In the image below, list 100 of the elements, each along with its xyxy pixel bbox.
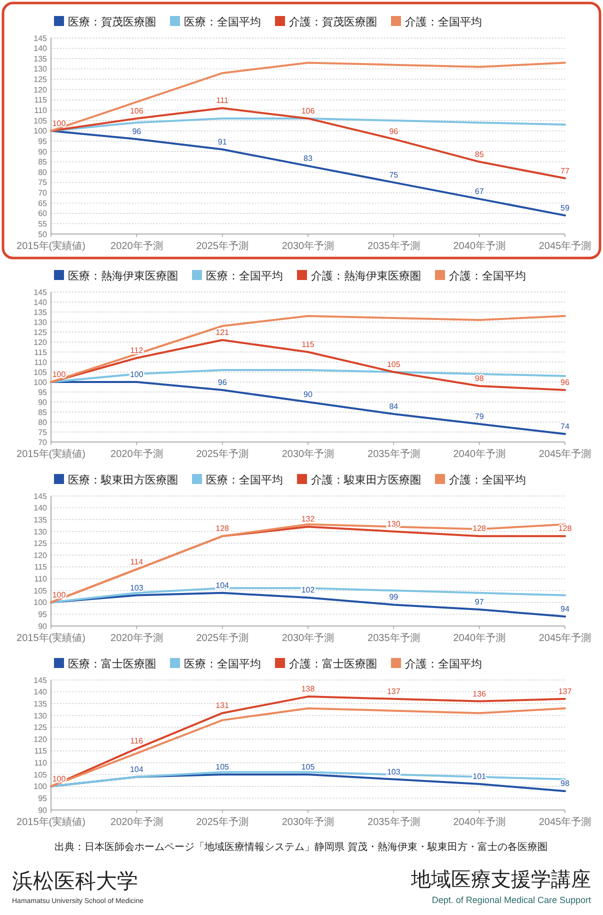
value-label: 106 bbox=[301, 106, 315, 116]
value-label: 138 bbox=[301, 684, 315, 694]
value-label: 100 bbox=[52, 590, 66, 600]
legend-label: 医療：熱海伊東医療圏 bbox=[68, 270, 178, 282]
ytick: 135 bbox=[34, 515, 47, 524]
value-label: 121 bbox=[216, 328, 230, 337]
xtick: 2025年予測 bbox=[196, 817, 248, 828]
ytick: 100 bbox=[34, 126, 47, 136]
value-label: 85 bbox=[474, 150, 484, 159]
ytick: 120 bbox=[34, 550, 47, 560]
value-label: 98 bbox=[560, 779, 570, 788]
ytick: 70 bbox=[38, 438, 47, 447]
value-label: 103 bbox=[130, 583, 144, 592]
ytick: 140 bbox=[34, 688, 47, 697]
xtick: 2040年予測 bbox=[453, 449, 506, 460]
ytick: 145 bbox=[34, 288, 47, 297]
legend-label: 医療：全国平均 bbox=[184, 658, 261, 670]
xtick: 2045年予測 bbox=[538, 633, 592, 644]
ytick: 95 bbox=[38, 388, 47, 397]
ytick: 105 bbox=[34, 586, 47, 596]
value-label: 116 bbox=[130, 736, 144, 746]
value-label: 96 bbox=[560, 378, 570, 387]
value-label: 128 bbox=[216, 524, 230, 534]
ytick: 125 bbox=[34, 723, 47, 732]
value-label: 105 bbox=[386, 360, 400, 369]
ytick: 75 bbox=[38, 178, 47, 188]
value-label: 99 bbox=[389, 592, 398, 602]
ytick: 120 bbox=[34, 85, 47, 94]
xtick: 2035年予測 bbox=[368, 241, 420, 252]
value-label: 67 bbox=[474, 186, 484, 196]
value-label: 128 bbox=[558, 524, 572, 534]
ytick: 90 bbox=[38, 398, 47, 407]
xtick: 2040年予測 bbox=[453, 633, 506, 644]
xtick: 2025年予測 bbox=[196, 449, 248, 460]
xtick: 2015年(実績値) bbox=[16, 633, 86, 644]
value-label: 100 bbox=[52, 774, 66, 784]
ytick: 120 bbox=[34, 734, 47, 744]
legend-label: 医療：富士医療圏 bbox=[68, 658, 156, 670]
ytick: 85 bbox=[38, 408, 47, 417]
ytick: 110 bbox=[34, 106, 47, 115]
value-label: 111 bbox=[216, 96, 228, 106]
xtick: 2025年予測 bbox=[196, 633, 248, 644]
value-label: 91 bbox=[218, 137, 227, 146]
legend-label: 介護：熱海伊東医療圏 bbox=[311, 270, 421, 282]
value-label: 100 bbox=[130, 370, 144, 379]
value-label: 79 bbox=[474, 412, 484, 421]
xtick: 2045年予測 bbox=[538, 241, 592, 252]
value-label: 84 bbox=[389, 402, 398, 411]
ytick: 90 bbox=[38, 806, 47, 815]
xtick: 2030年予測 bbox=[282, 817, 334, 828]
legend-label: 介護：全国平均 bbox=[405, 16, 482, 28]
ytick: 95 bbox=[38, 794, 47, 803]
value-label: 137 bbox=[558, 686, 572, 696]
xtick: 2040年予測 bbox=[453, 817, 506, 828]
ytick: 95 bbox=[38, 610, 47, 619]
ytick: 145 bbox=[34, 492, 47, 501]
value-label: 104 bbox=[130, 764, 144, 774]
ytick: 50 bbox=[38, 230, 47, 239]
ytick: 115 bbox=[34, 562, 47, 572]
ytick: 85 bbox=[38, 158, 47, 167]
value-label: 100 bbox=[52, 118, 66, 128]
xtick: 2030年予測 bbox=[282, 449, 334, 460]
ytick: 140 bbox=[34, 44, 47, 54]
value-label: 132 bbox=[301, 514, 315, 524]
ytick: 115 bbox=[34, 746, 47, 756]
value-label: 136 bbox=[472, 689, 486, 698]
value-label: 115 bbox=[302, 340, 314, 349]
ytick: 145 bbox=[34, 676, 47, 685]
xtick: 2020年予測 bbox=[110, 633, 163, 644]
value-label: 97 bbox=[474, 597, 484, 606]
value-label: 74 bbox=[560, 422, 570, 431]
value-label: 105 bbox=[216, 762, 230, 772]
ytick: 65 bbox=[38, 198, 47, 208]
legend-label: 介護：富士医療圏 bbox=[289, 658, 377, 670]
legend-label: 介護：全国平均 bbox=[405, 658, 482, 670]
value-label: 98 bbox=[474, 374, 484, 383]
legend-label: 医療：全国平均 bbox=[206, 474, 283, 486]
xtick: 2015年(実績値) bbox=[16, 241, 86, 252]
ytick: 135 bbox=[34, 54, 47, 64]
ytick: 105 bbox=[34, 116, 47, 126]
xtick: 2020年予測 bbox=[110, 241, 163, 252]
ytick: 130 bbox=[34, 64, 47, 74]
value-label: 94 bbox=[560, 604, 570, 614]
annotation: Dept. of Regional Medical Care Support bbox=[432, 895, 591, 905]
value-label: 96 bbox=[218, 378, 227, 387]
xtick: 2045年予測 bbox=[538, 817, 592, 828]
xtick: 2035年予測 bbox=[368, 449, 420, 460]
ytick: 140 bbox=[34, 504, 47, 513]
legend-label: 介護：賀茂医療圏 bbox=[289, 16, 377, 28]
xtick: 2020年予測 bbox=[110, 817, 163, 828]
value-label: 131 bbox=[216, 701, 230, 710]
xtick: 2020年予測 bbox=[110, 449, 163, 460]
ytick: 130 bbox=[34, 318, 47, 327]
ytick: 135 bbox=[34, 308, 47, 317]
value-label: 75 bbox=[389, 170, 398, 180]
ytick: 80 bbox=[38, 168, 47, 177]
ytick: 60 bbox=[38, 209, 47, 218]
xtick: 2035年予測 bbox=[368, 817, 420, 828]
ytick: 90 bbox=[38, 147, 47, 156]
value-label: 114 bbox=[130, 557, 144, 566]
